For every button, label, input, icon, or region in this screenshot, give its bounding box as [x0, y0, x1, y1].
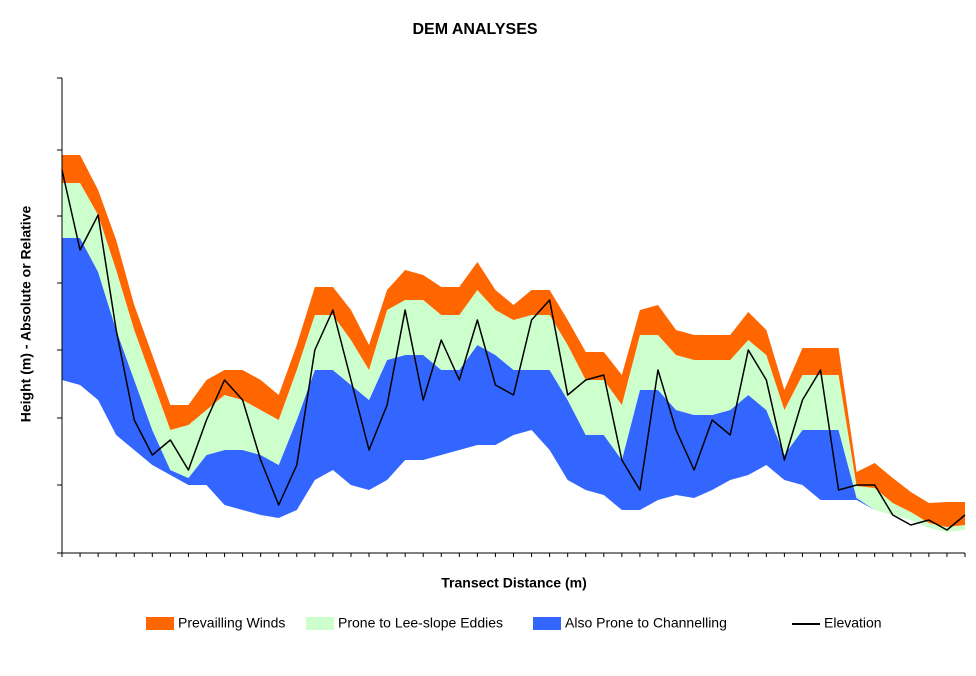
elevation-line: [61, 169, 966, 531]
chart-title: DEM ANALYSES: [412, 21, 537, 38]
legend-label: Prevailling Winds: [178, 615, 285, 631]
axes: [57, 77, 966, 557]
legend-label: Elevation: [824, 615, 882, 631]
x-axis-label: Transect Distance (m): [441, 575, 587, 591]
legend-label: Also Prone to Channelling: [565, 615, 727, 631]
legend-swatch: [146, 617, 174, 630]
area: [62, 238, 965, 532]
legend: Prevailling Winds Prone to Lee-slope Eddi…: [146, 615, 882, 631]
legend-swatch: [533, 617, 561, 630]
base-area: [62, 380, 965, 553]
legend-swatch: [306, 617, 334, 630]
area: [62, 183, 965, 532]
legend-label: Prone to Lee-slope Eddies: [338, 615, 503, 631]
y-axis-label: Height (m) - Absolute or Relative: [18, 206, 34, 423]
plot-area: [61, 155, 966, 553]
